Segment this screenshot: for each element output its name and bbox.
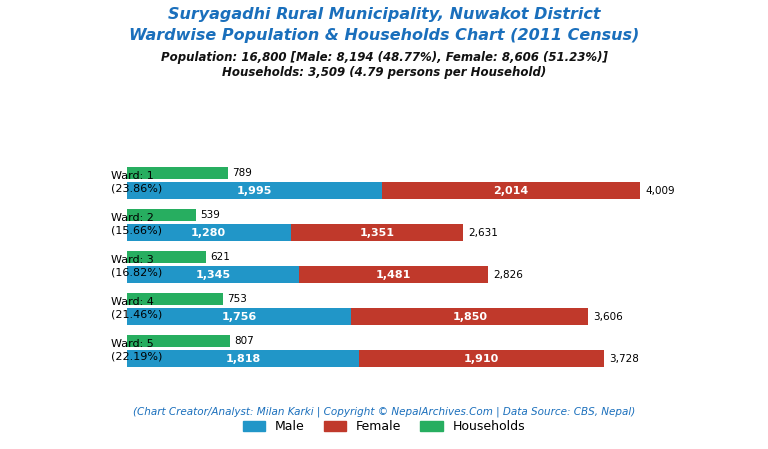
Bar [352, 308, 588, 326]
Text: 753: 753 [227, 294, 247, 304]
Bar [127, 293, 223, 304]
Text: 1,995: 1,995 [237, 186, 272, 196]
Text: Wardwise Population & Households Chart (2011 Census): Wardwise Population & Households Chart (… [129, 28, 639, 43]
Text: 2,631: 2,631 [468, 228, 498, 238]
Text: 3,606: 3,606 [594, 312, 623, 322]
Bar [127, 224, 290, 242]
Text: 1,280: 1,280 [191, 228, 227, 238]
Bar [290, 224, 463, 242]
Text: Ward: 2
(15.66%): Ward: 2 (15.66%) [111, 213, 162, 235]
Text: Suryagadhi Rural Municipality, Nuwakot District: Suryagadhi Rural Municipality, Nuwakot D… [167, 7, 601, 22]
Bar [127, 350, 359, 367]
Text: (Chart Creator/Analyst: Milan Karki | Copyright © NepalArchives.Com | Data Sourc: (Chart Creator/Analyst: Milan Karki | Co… [133, 406, 635, 417]
Bar [127, 266, 299, 283]
Bar [359, 350, 604, 367]
Text: 807: 807 [234, 336, 254, 346]
Text: 789: 789 [232, 168, 252, 178]
Text: Ward: 5
(22.19%): Ward: 5 (22.19%) [111, 339, 163, 361]
Text: 621: 621 [210, 252, 230, 262]
Text: Ward: 1
(23.86%): Ward: 1 (23.86%) [111, 171, 163, 193]
Bar [127, 209, 196, 220]
Text: 1,850: 1,850 [452, 312, 488, 322]
Text: 2,826: 2,826 [494, 270, 524, 280]
Text: Households: 3,509 (4.79 persons per Household): Households: 3,509 (4.79 persons per Hous… [222, 66, 546, 79]
Bar [127, 308, 352, 326]
Text: 4,009: 4,009 [645, 186, 674, 196]
Text: 1,351: 1,351 [359, 228, 395, 238]
Bar [127, 335, 230, 347]
Legend: Male, Female, Households: Male, Female, Households [237, 415, 531, 438]
Text: Ward: 4
(21.46%): Ward: 4 (21.46%) [111, 297, 163, 319]
Text: 1,481: 1,481 [376, 270, 412, 280]
Text: 2,014: 2,014 [493, 186, 528, 196]
Text: Ward: 3
(16.82%): Ward: 3 (16.82%) [111, 255, 163, 277]
Text: 1,910: 1,910 [464, 354, 499, 364]
Bar [299, 266, 488, 283]
Bar [382, 182, 640, 199]
Text: 539: 539 [200, 210, 220, 220]
Bar [127, 167, 227, 179]
Text: 1,345: 1,345 [195, 270, 230, 280]
Bar [127, 251, 206, 263]
Text: 1,756: 1,756 [221, 312, 257, 322]
Bar [127, 182, 382, 199]
Text: 1,818: 1,818 [226, 354, 260, 364]
Text: Population: 16,800 [Male: 8,194 (48.77%), Female: 8,606 (51.23%)]: Population: 16,800 [Male: 8,194 (48.77%)… [161, 51, 607, 64]
Text: 3,728: 3,728 [609, 354, 639, 364]
